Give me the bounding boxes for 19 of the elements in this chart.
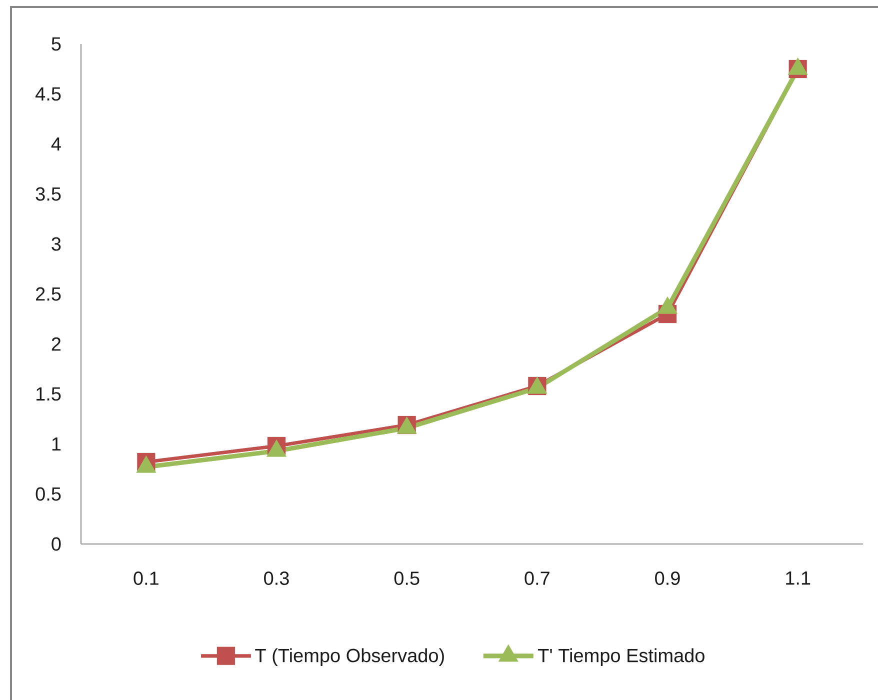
y-tick-label: 5 [52, 37, 61, 51]
y-tick-label: 4 [51, 137, 61, 151]
x-tick-label: 0.5 [394, 572, 420, 585]
x-tick-label: 0.9 [655, 572, 680, 585]
legend-label: T (Tiempo Observado) [255, 648, 444, 666]
x-tick-label: 1.1 [786, 572, 810, 585]
x-tick-label: 0.7 [524, 572, 550, 585]
x-tick-label: 0.1 [134, 572, 158, 585]
y-tick-label: 0 [52, 537, 61, 551]
y-tick-label: 2.5 [36, 287, 61, 301]
y-tick-label: 0.5 [36, 487, 61, 501]
y-tick-label: 2 [52, 337, 61, 351]
y-tick-label: 3 [52, 237, 61, 251]
y-tick-label: 3.5 [36, 187, 61, 201]
y-tick-label: 4.5 [36, 87, 61, 101]
x-tick-label: 0.3 [264, 572, 289, 585]
legend-label: T' Tiempo Estimado [538, 648, 704, 666]
y-tick-label: 1 [52, 437, 61, 451]
y-tick-label: 1.5 [36, 387, 61, 401]
